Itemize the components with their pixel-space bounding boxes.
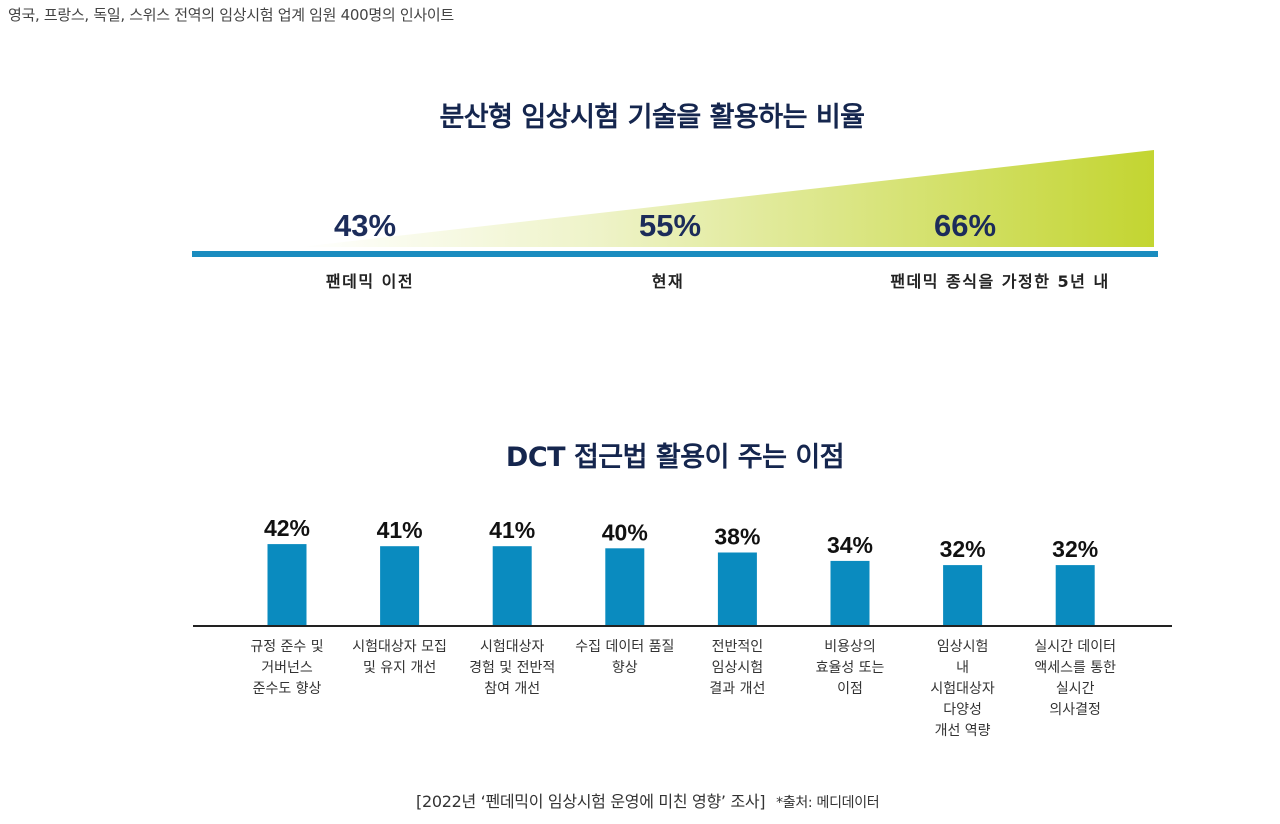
bar-value-label: 42% — [264, 515, 310, 541]
bar-category-label: 실시간 데이터 액세스를 통한 실시간 의사결정 — [1034, 639, 1117, 718]
stage-value: 55% — [639, 208, 701, 243]
bar-category-label: 규정 준수 및 거버넌스 준수도 향상 — [250, 639, 324, 697]
bar-value-label: 41% — [377, 517, 423, 543]
bar-value-label: 32% — [940, 536, 986, 562]
chart1-title: 분산형 임상시험 기술을 활용하는 비율 — [439, 102, 865, 133]
footer-source: *출처: 메디데이터 — [776, 795, 880, 811]
stage-label: 팬데믹 종식을 가정한 5년 내 — [890, 272, 1109, 291]
bar-value-label: 34% — [827, 532, 873, 558]
bar-category-label: 수집 데이터 품질 향상 — [575, 639, 675, 676]
stage-label: 현재 — [652, 272, 684, 291]
bar — [605, 548, 645, 626]
bar — [1055, 565, 1095, 626]
bar — [830, 560, 870, 626]
bar-category-label: 비용상의 효율성 또는 이점 — [815, 639, 885, 697]
bar — [267, 544, 307, 626]
stage-value: 43% — [334, 208, 396, 243]
bar-value-label: 32% — [1052, 536, 1098, 562]
bar-value-label: 38% — [714, 524, 760, 550]
bar-category-label: 시험대상자 모집 및 유지 개선 — [352, 639, 447, 676]
bar — [717, 552, 757, 626]
bar-category-label: 임상시험 내 시험대상자 다양성 개선 역량 — [930, 639, 995, 739]
timeline-axis — [192, 251, 1158, 257]
bar-value-label: 40% — [602, 519, 648, 545]
footer-survey: [2022년 ‘펜데믹이 임상시험 운영에 미친 영향’ 조사] — [416, 792, 766, 811]
bar-value-label: 41% — [489, 517, 535, 543]
bar-category-label: 시험대상자 경험 및 전반적 참여 개선 — [469, 639, 556, 697]
growth-wedge — [300, 150, 1154, 247]
footer: [2022년 ‘펜데믹이 임상시험 운영에 미친 영향’ 조사] *출처: 메디… — [416, 788, 880, 812]
stage-value: 66% — [934, 208, 996, 243]
bar — [492, 546, 532, 626]
caption: 영국, 프랑스, 독일, 스위스 전역의 임상시험 업계 임원 400명의 인사… — [8, 6, 454, 24]
bar — [380, 546, 420, 626]
stage-label: 팬데믹 이전 — [326, 272, 414, 291]
chart2-title: DCT 접근법 활용이 주는 이점 — [505, 442, 845, 473]
bar — [943, 565, 983, 626]
bar-category-label: 전반적인 임상시험 결과 개선 — [709, 639, 766, 697]
